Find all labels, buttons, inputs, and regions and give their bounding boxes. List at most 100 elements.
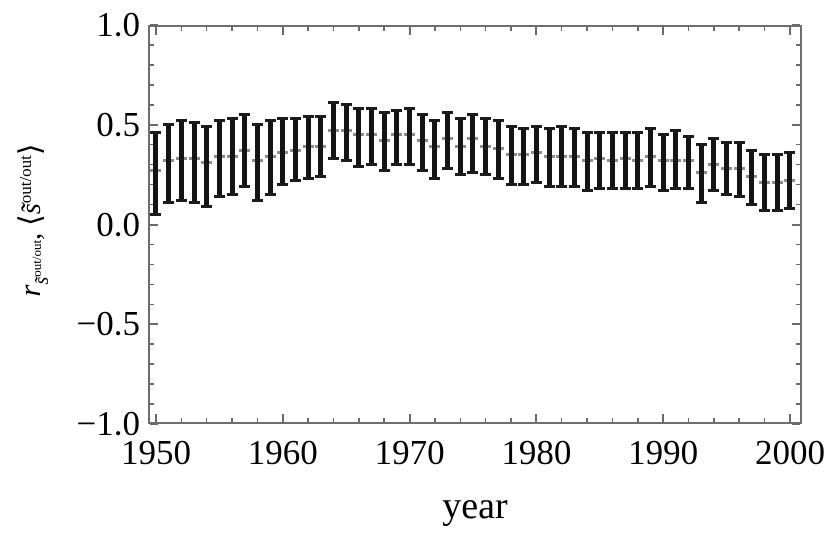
error-bar: [660, 134, 666, 191]
y-tick-label: 1.0: [96, 5, 140, 44]
error-bar-cap-top: [695, 143, 707, 147]
error-bar-cap-top: [251, 123, 263, 127]
y-minor-tick: [796, 143, 800, 146]
x-minor-tick: [687, 418, 690, 422]
error-bar-cap-bottom: [251, 199, 263, 203]
y-major-tick: [150, 223, 158, 226]
error-bar-cap-top: [733, 141, 745, 145]
error-bar-cap-bottom: [378, 169, 390, 173]
error-bar-cap-bottom: [759, 209, 771, 213]
error-bar-cap-bottom: [480, 173, 492, 177]
y-minor-tick: [796, 64, 800, 66]
error-bar: [622, 132, 628, 189]
x-minor-tick: [434, 27, 436, 31]
error-bar-cap-bottom: [353, 165, 365, 169]
error-bar-cap-bottom: [518, 183, 530, 187]
error-bar-cap-bottom: [632, 187, 644, 191]
error-bar-cap-top: [201, 125, 213, 129]
x-minor-tick: [180, 418, 183, 422]
error-bar-cap-top: [670, 129, 682, 133]
error-bar-cap-bottom: [277, 183, 289, 187]
error-bar: [597, 132, 603, 189]
error-bar: [305, 116, 311, 179]
error-bar-cap-top: [784, 151, 796, 155]
x-major-tick: [408, 27, 411, 35]
error-bar-cap-top: [606, 131, 618, 135]
error-bar-cap-top: [213, 119, 225, 123]
x-minor-tick: [205, 418, 208, 422]
x-major-tick: [662, 27, 665, 35]
y-tick-label: −1.0: [76, 404, 141, 443]
x-minor-tick: [307, 27, 309, 31]
error-bar: [647, 128, 653, 187]
error-bar: [533, 126, 539, 183]
error-bar: [521, 128, 527, 185]
x-minor-tick: [510, 27, 512, 31]
error-bar: [483, 118, 489, 175]
ylabel-r: r: [12, 284, 47, 297]
y-major-tick: [150, 423, 158, 425]
error-bar-cap-bottom: [467, 171, 479, 175]
ylabel-sub-superscript: out/out: [29, 239, 44, 277]
x-minor-tick: [560, 27, 563, 31]
error-bar: [673, 130, 679, 189]
x-minor-tick: [687, 27, 690, 31]
error-bar: [698, 144, 704, 203]
y-minor-tick: [150, 343, 154, 345]
x-minor-tick: [231, 27, 233, 31]
error-bar-cap-bottom: [683, 187, 695, 191]
x-minor-tick: [738, 418, 740, 422]
x-minor-tick: [713, 27, 715, 31]
error-bar-cap-top: [467, 113, 479, 117]
error-bar-cap-top: [404, 107, 416, 111]
x-tick-label: 1980: [501, 433, 572, 472]
error-bar-cap-top: [594, 131, 606, 135]
ylabel-r-subscript: s̃out/out: [29, 239, 53, 285]
x-major-tick: [535, 414, 538, 422]
error-bar-cap-bottom: [606, 187, 618, 191]
error-bar: [343, 104, 349, 161]
error-bar: [609, 132, 615, 189]
x-minor-tick: [358, 418, 360, 422]
error-bar-cap-top: [327, 101, 339, 105]
y-minor-tick: [150, 64, 154, 66]
error-bar-cap-top: [492, 119, 504, 123]
y-major-tick: [792, 223, 800, 226]
error-bar: [711, 138, 717, 191]
error-bar-cap-top: [505, 125, 517, 129]
y-minor-tick: [150, 283, 154, 286]
error-bar-cap-top: [366, 107, 378, 111]
error-bar-cap-bottom: [442, 167, 454, 171]
x-minor-tick: [332, 27, 335, 31]
y-major-tick: [150, 323, 158, 326]
error-bar-cap-top: [226, 117, 238, 121]
y-major-tick: [792, 323, 800, 326]
error-bar-cap-bottom: [226, 193, 238, 197]
x-major-tick: [154, 414, 157, 422]
y-tick-label: −0.5: [76, 304, 141, 344]
error-bar: [736, 142, 742, 197]
y-minor-tick: [796, 343, 800, 345]
error-bar: [191, 122, 197, 203]
error-bar: [267, 120, 273, 195]
error-bar-cap-top: [378, 111, 390, 115]
error-bar: [686, 136, 692, 189]
error-bar-cap-top: [277, 117, 289, 121]
error-bar-cap-top: [708, 137, 720, 141]
error-bar: [292, 118, 298, 181]
error-bar-cap-top: [759, 153, 771, 157]
error-bar-cap-top: [771, 153, 783, 157]
error-bar: [470, 114, 476, 173]
error-bar-cap-top: [657, 133, 669, 137]
error-bar-cap-bottom: [150, 213, 162, 217]
error-bar: [394, 110, 400, 165]
error-bar-cap-bottom: [454, 173, 466, 177]
error-bar: [318, 116, 324, 177]
error-bar-cap-top: [568, 127, 580, 131]
error-bar: [280, 118, 286, 185]
error-bar-cap-top: [150, 131, 162, 135]
y-minor-tick: [150, 143, 154, 146]
error-bar: [787, 152, 793, 209]
y-minor-tick: [150, 403, 154, 405]
error-bar: [330, 102, 336, 159]
